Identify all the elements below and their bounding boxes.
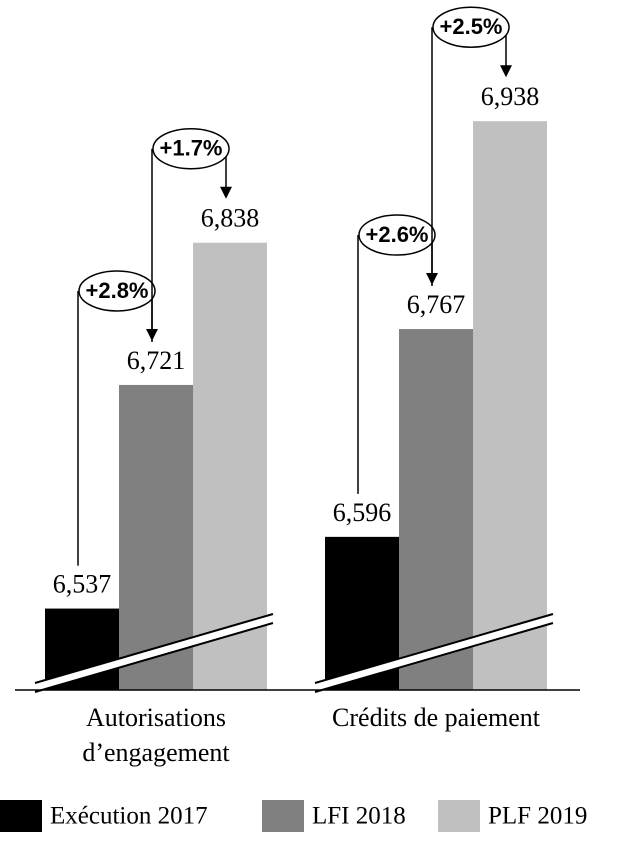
annotation: +2.5% bbox=[440, 14, 503, 39]
bar bbox=[473, 121, 547, 690]
value-label: 6,767 bbox=[407, 290, 466, 319]
value-label: 6,721 bbox=[127, 346, 186, 375]
legend-swatch bbox=[262, 800, 304, 832]
legend-swatch bbox=[438, 800, 480, 832]
annotation-bubble bbox=[152, 127, 230, 170]
annotation: +2.6% bbox=[366, 222, 429, 247]
annotation-bubble bbox=[358, 214, 436, 256]
legend-label: Exécution 2017 bbox=[50, 803, 208, 830]
value-label: 6,537 bbox=[53, 570, 112, 599]
axis-break bbox=[35, 614, 273, 692]
axis-break-line bbox=[314, 613, 554, 684]
annotation-bubble bbox=[432, 6, 510, 48]
axis-break-line bbox=[34, 622, 274, 693]
bar bbox=[399, 329, 473, 690]
axis-break bbox=[315, 614, 553, 692]
arrow-head bbox=[500, 65, 512, 78]
legend-label: LFI 2018 bbox=[312, 803, 406, 830]
annotation: +1.7% bbox=[160, 136, 223, 161]
value-label: 6,596 bbox=[333, 498, 392, 527]
arrow-head bbox=[220, 186, 232, 199]
bar bbox=[193, 242, 267, 690]
annotation-bubble bbox=[78, 270, 156, 312]
axis-break-line bbox=[314, 622, 554, 693]
x-tick-label: Crédits de paiement bbox=[332, 703, 540, 732]
value-label: 6,838 bbox=[201, 204, 260, 233]
x-tick-label: Autorisations d’engagement bbox=[82, 703, 230, 767]
legend-swatch bbox=[0, 800, 42, 832]
legend-label: PLF 2019 bbox=[488, 803, 587, 830]
bar bbox=[119, 384, 193, 690]
annotation: +2.8% bbox=[86, 278, 149, 303]
axis-break-line bbox=[34, 613, 274, 684]
value-label: 6,938 bbox=[481, 82, 540, 111]
